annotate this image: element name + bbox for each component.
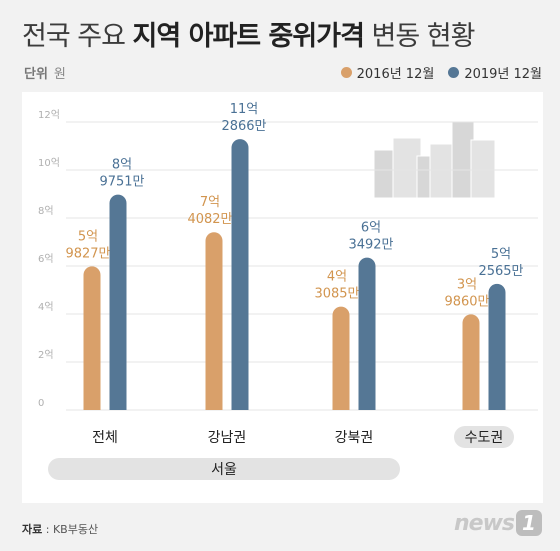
data-label: 8억	[112, 158, 132, 173]
data-label: 2565만	[478, 264, 523, 279]
data-label: 9827만	[65, 246, 110, 261]
group-pill	[48, 458, 400, 480]
legend-label-2016: 2016년 12월	[356, 67, 435, 82]
legend-swatch-2019	[448, 67, 460, 78]
y-tick-label: 0	[38, 398, 44, 409]
bar-2019	[231, 139, 249, 411]
data-label: 4082만	[187, 212, 232, 227]
legend-label-2019: 2019년 12월	[464, 67, 542, 82]
data-label: 9860만	[444, 294, 489, 309]
bar-2016	[83, 266, 101, 410]
legend-item-2016: 2016년 12월	[340, 63, 435, 82]
bar-2016	[462, 314, 480, 410]
title-part-2: 지역 아파트 중위가격	[132, 21, 365, 52]
data-label: 9751만	[99, 175, 144, 190]
building-shape	[392, 137, 422, 199]
legend-item-2019: 2019년 12월	[448, 63, 542, 82]
data-label: 2866만	[221, 119, 266, 134]
y-tick-label: 2억	[38, 349, 54, 361]
logo-badge: 1	[516, 510, 542, 536]
bar-2019	[358, 257, 376, 410]
legend: 2016년 12월 2019년 12월	[340, 63, 542, 82]
title-part-3: 변동 현황	[371, 21, 476, 52]
data-label: 3085만	[314, 287, 359, 302]
title-part-1: 전국 주요	[22, 21, 126, 52]
bar-2019	[488, 283, 506, 410]
y-tick-label: 4억	[38, 301, 54, 313]
data-label: 7억	[200, 195, 220, 210]
y-tick-label: 8억	[38, 205, 54, 217]
bar-2016	[205, 232, 223, 410]
group-label: 서울	[211, 462, 237, 478]
data-label: 11억	[230, 102, 259, 117]
y-tick-label: 6억	[38, 253, 54, 265]
source-value: : KB부동산	[45, 523, 99, 536]
data-label: 4억	[327, 270, 347, 285]
unit-note: 단위 원	[24, 63, 66, 82]
data-label: 3492만	[348, 238, 393, 253]
category-label: 수도권	[465, 430, 504, 446]
data-label: 5억	[78, 229, 98, 244]
legend-swatch-2016	[340, 67, 352, 78]
source-note: 자료 : KB부동산	[22, 521, 98, 537]
data-label: 3억	[457, 277, 477, 292]
y-tick-label: 10억	[38, 157, 60, 169]
category-label: 전체	[92, 430, 118, 446]
logo-text: news	[453, 510, 515, 536]
bar-2016	[332, 306, 350, 410]
source-label: 자료	[22, 523, 43, 536]
category-label: 강북권	[335, 430, 374, 446]
unit-value: 원	[53, 67, 66, 82]
news1-logo: news 1	[454, 510, 542, 536]
unit-label: 단위	[24, 67, 48, 82]
y-tick-label: 12억	[38, 109, 60, 121]
category-highlight-pill	[454, 426, 514, 448]
data-label: 6억	[361, 221, 381, 236]
category-label: 강남권	[208, 430, 247, 446]
building-shape	[470, 139, 496, 199]
data-label: 5억	[491, 247, 511, 262]
bar-2019	[109, 194, 127, 410]
chart-title: 전국 주요 지역 아파트 중위가격 변동 현황	[22, 14, 476, 53]
